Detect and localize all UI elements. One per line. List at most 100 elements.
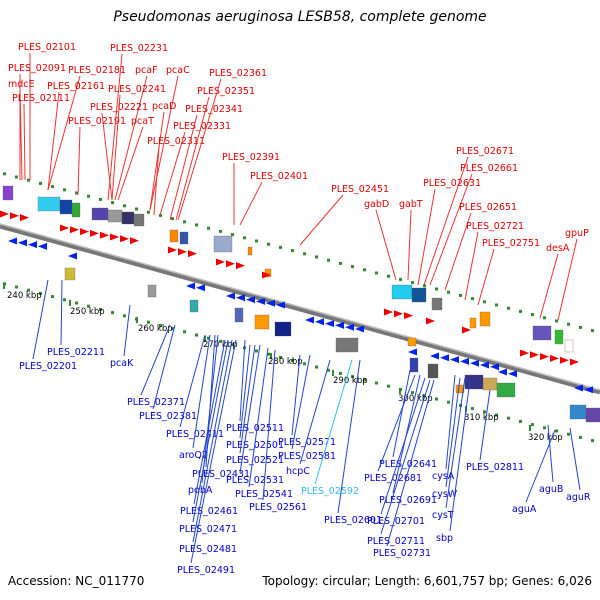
gene-block <box>427 363 439 379</box>
gene-block <box>247 246 253 256</box>
forward-leader-line <box>464 231 479 301</box>
reverse-gene-label: PLES_02531 <box>226 475 284 486</box>
forward-leader-line <box>539 253 559 319</box>
scale-track-dot-lower <box>435 397 438 401</box>
topology-text: Topology: circular; Length: 6,601,757 bp… <box>262 574 592 588</box>
reverse-leader-line <box>386 379 435 547</box>
scale-track-dot-lower <box>591 439 594 443</box>
forward-gene-label: gabT <box>399 199 423 210</box>
forward-leader-line <box>149 75 179 211</box>
forward-gene-label: PLES_02351 <box>197 86 255 97</box>
scale-track-dot-upper <box>15 175 18 179</box>
scale-track-dot-lower <box>15 285 18 289</box>
forward-leader-line <box>47 75 81 191</box>
reverse-gene-arrow <box>508 370 517 378</box>
gene-block <box>91 207 109 221</box>
gene-block <box>564 339 574 353</box>
scale-track-dot-upper <box>303 252 306 256</box>
gene-block <box>464 374 484 390</box>
reverse-leader-line <box>239 339 246 422</box>
forward-leader-line <box>169 114 198 221</box>
scale-track-dot-lower <box>495 413 498 417</box>
forward-gene-label: PLES_02391 <box>222 152 280 163</box>
scale-track-dot-upper <box>531 313 534 317</box>
scale-track-dot-upper <box>351 265 354 269</box>
reverse-leader-line <box>377 374 416 472</box>
forward-leader-line <box>114 75 148 201</box>
reverse-leader-line <box>192 339 229 523</box>
scale-track-dot-lower <box>183 330 186 334</box>
scale-track-dot-upper <box>507 306 510 310</box>
forward-gene-arrow <box>120 235 129 243</box>
scale-track-dot-upper <box>207 226 210 230</box>
reverse-gene-label: PLES_02471 <box>179 524 237 535</box>
forward-gene-label: PLES_02111 <box>12 93 70 104</box>
scale-track-dot-lower <box>351 375 354 379</box>
reverse-gene-label: PLES_02491 <box>177 565 235 576</box>
forward-leader-line <box>299 194 344 246</box>
forward-leader-line <box>47 91 60 191</box>
forward-gene-label: PLES_02661 <box>460 163 518 174</box>
reverse-gene-arrow <box>335 321 344 329</box>
reverse-gene-label: PLES_02691 <box>379 495 437 506</box>
reverse-gene-arrow <box>28 241 37 249</box>
forward-gene-arrow <box>226 260 235 268</box>
scale-track-dot-upper <box>171 217 174 221</box>
forward-gene-label: PLES_02241 <box>108 84 166 95</box>
gene-block <box>335 337 359 353</box>
reverse-leader-line <box>445 377 461 488</box>
scale-track-dot-upper <box>579 325 582 329</box>
scale-track-dot-lower <box>315 365 318 369</box>
scale-track-dot-upper <box>339 261 342 265</box>
gene-block <box>37 196 61 212</box>
reverse-gene-arrow <box>574 384 583 392</box>
reverse-gene-label: PLES_02561 <box>249 502 307 513</box>
gene-block <box>64 267 76 281</box>
gene-block <box>213 235 233 253</box>
reverse-leader-line <box>248 347 269 488</box>
reverse-gene-label: PLES_02681 <box>364 473 422 484</box>
forward-gene-label: pcaT <box>131 116 154 127</box>
scale-tick-label: 240 kbp <box>7 291 42 301</box>
scale-track-dot-upper <box>387 274 390 278</box>
scale-track-dot-upper <box>291 249 294 253</box>
reverse-gene-label: cysA <box>432 471 455 482</box>
gene-block <box>455 384 465 394</box>
gene-block <box>407 337 417 347</box>
scale-track-dot-lower <box>507 416 510 420</box>
scale-tick-label: 250 kbp <box>70 307 105 317</box>
reverse-leader-line <box>192 334 211 449</box>
forward-gene-label: PLES_02451 <box>331 184 389 195</box>
forward-gene-label: PLES_02671 <box>456 146 514 157</box>
forward-gene-label: pcaF <box>135 65 158 76</box>
scale-track-dot-upper <box>555 319 558 323</box>
scale-track-dot-lower <box>279 355 282 359</box>
reverse-gene-label: sbp <box>436 533 453 544</box>
reverse-gene-arrow <box>584 386 593 394</box>
reverse-gene-label: PLES_02601 <box>324 515 382 526</box>
reverse-leader-line <box>239 344 256 454</box>
forward-gene-label: PLES_02331 <box>173 121 231 132</box>
reverse-gene-label: PLES_02521 <box>226 455 284 466</box>
scale-track-dot-upper <box>183 220 186 224</box>
reverse-leader-line <box>192 339 233 543</box>
gene-block <box>234 307 244 323</box>
forward-gene-arrow <box>178 248 187 256</box>
reverse-gene-arrow <box>490 363 499 371</box>
scale-track-dot-upper <box>483 300 486 304</box>
forward-gene-arrow <box>10 212 19 220</box>
forward-gene-label: pcaC <box>166 65 190 76</box>
scale-track-dot-lower <box>75 301 78 305</box>
reverse-leader-line <box>190 339 237 564</box>
forward-gene-label: pcaD <box>152 101 176 112</box>
scale-track-dot-upper <box>375 271 378 275</box>
scale-track-dot-lower <box>303 362 306 366</box>
scale-track-dot-upper <box>591 329 594 333</box>
scale-track-dot-lower <box>291 359 294 363</box>
scale-track-dot-upper <box>99 197 102 201</box>
forward-gene-arrow <box>80 228 89 236</box>
scale-track-dot-lower <box>363 378 366 382</box>
reverse-gene-label: PLES_02511 <box>226 423 284 434</box>
forward-gene-arrow <box>394 310 403 318</box>
reverse-gene-arrow <box>266 299 275 307</box>
